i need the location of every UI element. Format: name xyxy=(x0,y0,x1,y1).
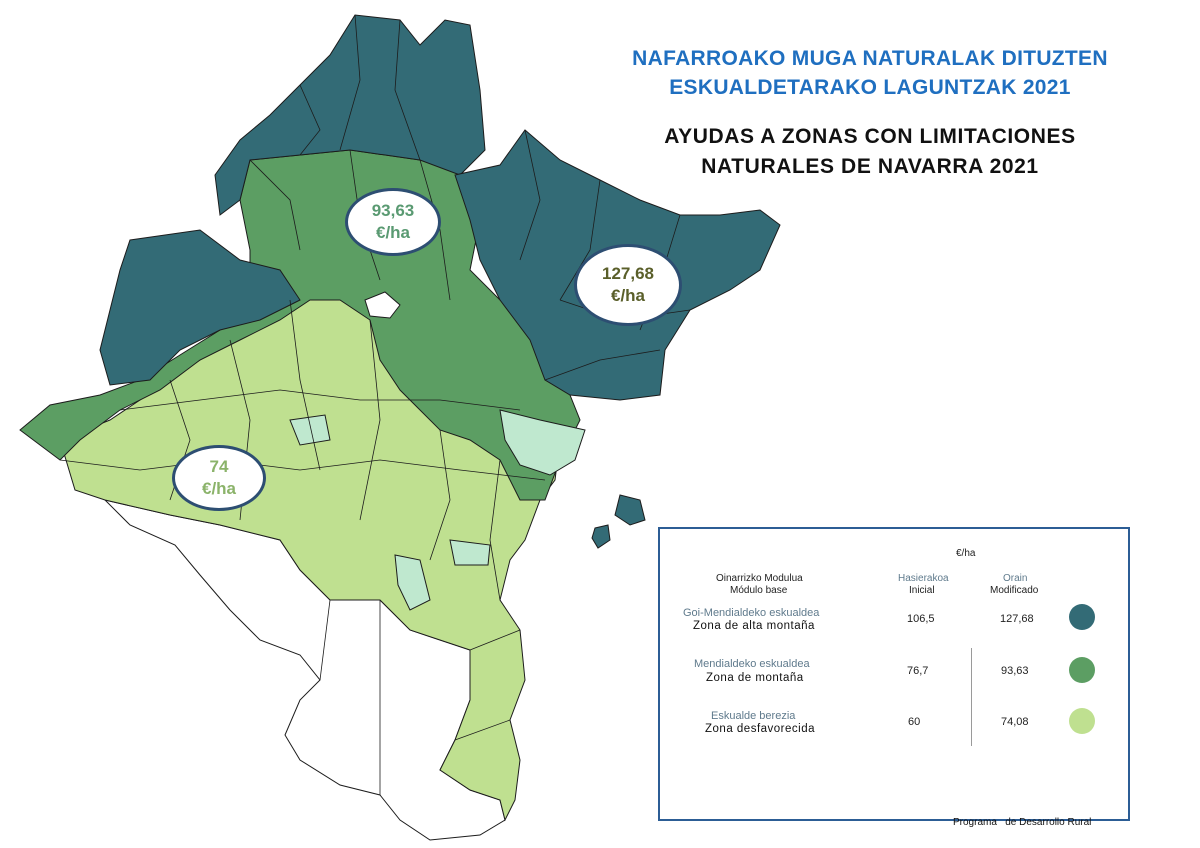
rate-value: 127,68 xyxy=(602,264,654,283)
zone-high-mountain-enclave xyxy=(614,494,646,526)
legend-row-name-es: Zona de alta montaña xyxy=(693,620,815,632)
title-basque-line2: ESKUALDETARAKO LAGUNTZAK 2021 xyxy=(669,76,1071,99)
legend xyxy=(658,527,1130,821)
legend-swatch-disadvantaged xyxy=(1069,708,1095,734)
zone-special-3 xyxy=(394,554,431,611)
zone-special-4 xyxy=(449,539,491,566)
legend-swatch-high-mountain xyxy=(1069,604,1095,630)
rate-bubble-disadvantaged: 74 €/ha xyxy=(172,445,266,511)
legend-swatch-mountain xyxy=(1069,657,1095,683)
legend-row-name-eu: Goi-Mendialdeko eskualdea xyxy=(683,607,820,619)
legend-module-header-eu: Oinarrizko Modulua xyxy=(716,573,803,584)
legend-modified-header-eu: Orain xyxy=(1003,573,1028,584)
legend-row-modified: 74,08 xyxy=(1001,716,1029,728)
legend-row-initial: 76,7 xyxy=(907,665,929,677)
legend-module-header-es: Módulo base xyxy=(730,585,788,596)
title-basque-line1: NAFARROAKO MUGA NATURALAK DITUZTEN xyxy=(632,47,1108,70)
legend-row-name-eu: Eskualde berezia xyxy=(711,710,796,722)
legend-row-initial: 106,5 xyxy=(907,613,935,625)
footer-credit: Programa de Desarrollo Rural xyxy=(953,817,1092,828)
zone-none-pamplona xyxy=(364,291,401,319)
rate-value: 74 xyxy=(209,457,229,476)
legend-initial-header-eu: Hasierakoa xyxy=(898,573,949,584)
legend-row-initial: 60 xyxy=(908,716,921,728)
municipal-boundaries xyxy=(59,14,691,795)
rate-unit: €/ha xyxy=(375,223,411,242)
rate-unit: €/ha xyxy=(610,286,646,305)
title-basque: NAFARROAKO MUGA NATURALAK DITUZTEN ESKUA… xyxy=(560,44,1180,102)
rate-bubble-mountain: 93,63 €/ha xyxy=(345,188,441,256)
legend-unit-header: €/ha xyxy=(956,548,976,559)
legend-row-name-es: Zona de montaña xyxy=(706,672,804,684)
zone-high-mountain-west xyxy=(99,229,301,386)
legend-divider xyxy=(971,648,972,746)
legend-modified-header-es: Modificado xyxy=(990,585,1039,596)
title-spanish: AYUDAS A ZONAS CON LIMITACIONES NATURALE… xyxy=(600,122,1140,182)
legend-initial-header-es: Inicial xyxy=(909,585,935,596)
legend-row-name-es: Zona desfavorecida xyxy=(705,723,816,735)
rate-value: 93,63 xyxy=(371,201,415,220)
legend-row-name-eu: Mendialdeko eskualdea xyxy=(694,658,810,670)
rate-bubble-high-mountain: 127,68 €/ha xyxy=(574,244,682,326)
title-spanish-line2: NATURALES DE NAVARRA 2021 xyxy=(701,155,1039,178)
title-spanish-line1: AYUDAS A ZONAS CON LIMITACIONES xyxy=(664,125,1076,148)
legend-row-modified: 93,63 xyxy=(1001,665,1029,677)
zone-high-mountain-enclave-2 xyxy=(591,524,611,549)
zone-special-2 xyxy=(289,414,331,446)
zone-special-1 xyxy=(499,409,586,476)
rate-unit: €/ha xyxy=(201,479,237,498)
legend-row-modified: 127,68 xyxy=(1000,613,1034,625)
